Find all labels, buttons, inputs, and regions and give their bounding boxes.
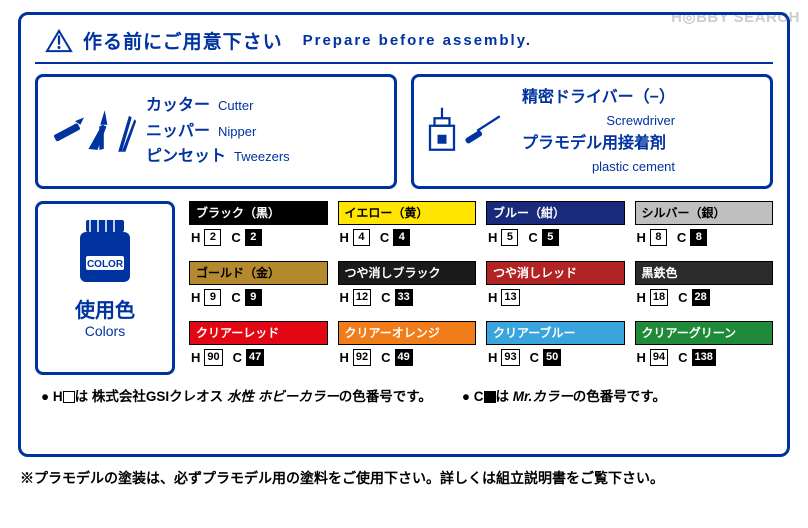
header-jp: 作る前にご用意下さい: [83, 27, 283, 54]
color-chip: クリアーブルー: [486, 321, 625, 345]
tool-text-left: カッターCutter ニッパーNipper ピンセットTweezers: [146, 93, 290, 170]
color-chip: ゴールド（金）: [189, 261, 328, 285]
colors-jp: 使用色: [75, 294, 135, 323]
color-codes: H9C9: [189, 285, 328, 306]
tool-box-left: カッターCutter ニッパーNipper ピンセットTweezers: [35, 74, 397, 189]
color-swatch: クリアーオレンジH92C49: [338, 321, 477, 375]
bottom-note: ※プラモデルの塗装は、必ずプラモデル用の塗料をご使用下さい。詳しくは組立説明書を…: [20, 468, 664, 488]
color-codes: H5C5: [486, 225, 625, 246]
color-codes: H4C4: [338, 225, 477, 246]
color-swatch: イエロー（黄）H4C4: [338, 201, 477, 255]
tool-icons-right: [424, 96, 514, 166]
color-chip: ブラック（黒）: [189, 201, 328, 225]
color-jar-icon: COLOR: [70, 212, 140, 290]
color-swatch: 黒鉄色H18C28: [635, 261, 774, 315]
tool-icons-left: [48, 96, 138, 166]
color-swatch: ブラック（黒）H2C2: [189, 201, 328, 255]
color-swatch: クリアーブルーH93C50: [486, 321, 625, 375]
color-codes: H8C8: [635, 225, 774, 246]
color-swatch: シルバー（銀）H8C8: [635, 201, 774, 255]
color-chip: 黒鉄色: [635, 261, 774, 285]
color-row: COLOR 使用色 Colors ブラック（黒）H2C2イエロー（黄）H4C4ブ…: [35, 201, 773, 375]
color-swatch: クリアーレッドH90C47: [189, 321, 328, 375]
color-codes: H12C33: [338, 285, 477, 306]
color-swatch: つや消しブラックH12C33: [338, 261, 477, 315]
color-chip: クリアーグリーン: [635, 321, 774, 345]
legend-h: ● Hは 株式会社GSIクレオス 水性 ホビーカラーの色番号です。: [41, 385, 432, 405]
header-row: 作る前にご用意下さい Prepare before assembly.: [35, 23, 773, 64]
header-en: Prepare before assembly.: [303, 32, 532, 49]
color-swatch: クリアーグリーンH94C138: [635, 321, 774, 375]
legend-row: ● Hは 株式会社GSIクレオス 水性 ホビーカラーの色番号です。 ● Cは M…: [35, 385, 773, 405]
color-chip: つや消しブラック: [338, 261, 477, 285]
tool-box-right: 精密ドライバー（−） Screwdriver プラモデル用接着剤 plastic…: [411, 74, 773, 189]
color-codes: H93C50: [486, 345, 625, 366]
legend-c: ● Cは Mr.カラーの色番号です。: [462, 385, 666, 405]
tools-row: カッターCutter ニッパーNipper ピンセットTweezers: [35, 74, 773, 189]
color-chip: クリアーオレンジ: [338, 321, 477, 345]
color-chip: シルバー（銀）: [635, 201, 774, 225]
color-codes: H90C47: [189, 345, 328, 366]
color-codes: H92C49: [338, 345, 477, 366]
instruction-frame: 作る前にご用意下さい Prepare before assembly.: [18, 12, 790, 457]
color-swatch: ブルー（紺）H5C5: [486, 201, 625, 255]
color-codes: H94C138: [635, 345, 774, 366]
color-codes: H2C2: [189, 225, 328, 246]
tool-text-right: 精密ドライバー（−） Screwdriver プラモデル用接着剤 plastic…: [522, 85, 675, 178]
color-codes: H18C28: [635, 285, 774, 306]
color-swatch: つや消しレッドH13: [486, 261, 625, 315]
color-chip: ブルー（紺）: [486, 201, 625, 225]
colors-en: Colors: [85, 323, 125, 339]
color-chip: イエロー（黄）: [338, 201, 477, 225]
warning-icon: [45, 29, 73, 53]
color-label-box: COLOR 使用色 Colors: [35, 201, 175, 375]
color-chip: クリアーレッド: [189, 321, 328, 345]
color-grid: ブラック（黒）H2C2イエロー（黄）H4C4ブルー（紺）H5C5シルバー（銀）H…: [189, 201, 773, 375]
color-swatch: ゴールド（金）H9C9: [189, 261, 328, 315]
svg-text:COLOR: COLOR: [87, 259, 124, 270]
color-codes: H13: [486, 285, 625, 306]
color-chip: つや消しレッド: [486, 261, 625, 285]
